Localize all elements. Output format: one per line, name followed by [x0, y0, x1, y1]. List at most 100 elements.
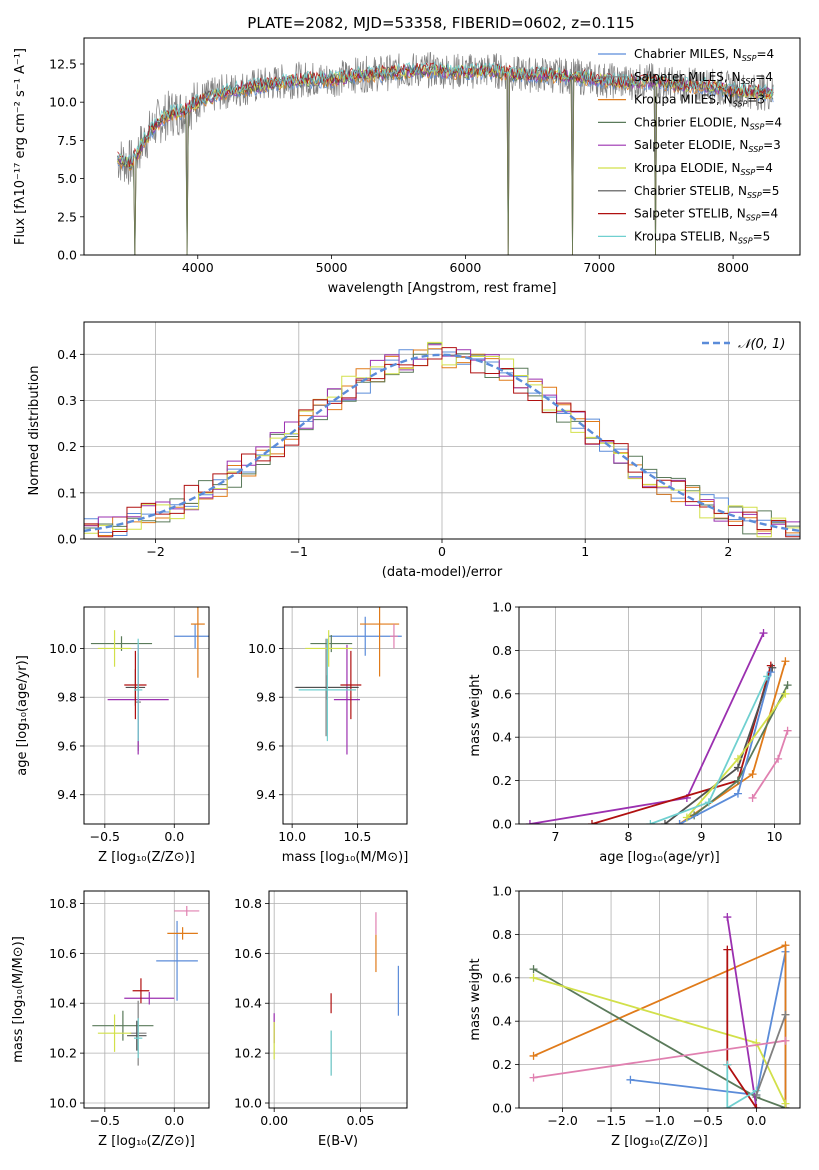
x-tick-label: 8000 — [717, 260, 749, 275]
axes-frame — [83, 321, 801, 540]
x-axis-label: E(B-V) — [318, 1134, 358, 1149]
axes-frame — [83, 890, 210, 1109]
weight-marker — [529, 1073, 538, 1082]
x-tick-label: −0.5 — [693, 1113, 723, 1128]
axes-mass_vs_Z: −0.5 0.0 10.0 10.2 10.4 10.6 10.8 Z [log₁₀(Z/Z⊙… — [11, 890, 210, 1149]
legend: Chabrier MILES, NSSP=4 Salpeter MILES, NS… — [598, 47, 782, 245]
y-tick-label: 5.0 — [57, 171, 77, 186]
y-tick-label: 0.8 — [492, 643, 512, 658]
y-tick-label: 10.8 — [234, 896, 262, 911]
y-tick-label: 0.6 — [492, 686, 512, 701]
legend: 𝒩(0, 1) — [702, 337, 785, 352]
y-tick-label: 0.0 — [492, 817, 512, 832]
y-tick-label: 9.4 — [256, 787, 276, 802]
x-tick-label: 8 — [625, 829, 633, 844]
axes-age_vs_mass: 10.0 10.5 9.4 9.6 9.8 10.0 mass [log₁₀(M/M⊙)] — [248, 606, 408, 865]
weight-line-salpeter_elodie — [529, 632, 765, 824]
x-tick-label: 0.0 — [164, 1113, 184, 1128]
weight-marker — [781, 657, 790, 666]
legend-entry: Salpeter ELODIE, NSSP=3 — [634, 138, 781, 154]
x-tick-label: 2 — [724, 544, 732, 559]
y-axis-label: age [log₁₀(age/yr)] — [15, 655, 30, 776]
weight-marker — [752, 1104, 761, 1108]
legend-entry: Kroupa MILES, NSSP=3 — [634, 93, 765, 109]
y-tick-label: 10.4 — [49, 996, 77, 1011]
observed-spectrum — [117, 51, 774, 255]
x-axis-label: Z [log₁₀(Z/Z⊙)] — [98, 1134, 195, 1149]
weight-line-kroupa_stelib — [726, 1064, 757, 1108]
legend-entry: Chabrier MILES, NSSP=4 — [634, 47, 774, 63]
weight-marker — [733, 789, 742, 798]
figure-title: PLATE=2082, MJD=53358, FIBERID=0602, z=0… — [247, 14, 634, 32]
x-tick-label: 10 — [767, 829, 783, 844]
legend-entry: Salpeter STELIB, NSSP=4 — [634, 207, 778, 223]
weight-marker — [723, 945, 732, 954]
x-tick-label: 1 — [581, 544, 589, 559]
y-tick-label: 0.4 — [492, 730, 512, 745]
axes-spectrum: 4000 5000 6000 7000 8000 0.0 2.5 5.0 7.5 10.0 12.5… — [13, 37, 801, 296]
x-tick-label: 0.0 — [746, 1113, 766, 1128]
axes-frame — [83, 606, 210, 825]
legend-entry: Salpeter MILES, NSSP=4 — [634, 70, 773, 86]
x-tick-label: −0.5 — [90, 1113, 120, 1128]
x-tick-label: 0 — [438, 544, 446, 559]
y-tick-label: 0.0 — [57, 248, 77, 263]
y-tick-label: 10.8 — [49, 896, 77, 911]
axes-frame — [268, 890, 408, 1109]
weight-marker — [781, 689, 790, 698]
weight-marker — [529, 1051, 538, 1060]
weight-marker — [646, 820, 655, 824]
axes-frame — [83, 37, 801, 256]
x-tick-label: 5000 — [316, 260, 348, 275]
y-tick-label: 10.0 — [234, 1096, 262, 1111]
y-tick-label: 10.2 — [49, 1046, 77, 1061]
weight-marker — [783, 726, 792, 735]
y-tick-label: 10.2 — [234, 1046, 262, 1061]
x-tick-label: 10.5 — [343, 829, 371, 844]
weight-marker — [525, 820, 534, 824]
x-tick-label: −2 — [146, 544, 164, 559]
weight-marker — [682, 813, 691, 822]
axes-frame — [518, 890, 801, 1109]
weight-line-salpeter_stelib — [591, 665, 772, 824]
histogram-salpeter_stelib — [84, 347, 800, 538]
weight-marker — [733, 763, 742, 772]
plot-area — [529, 913, 790, 1108]
x-axis-label: (data-model)/error — [382, 565, 503, 580]
y-tick-label: 10.0 — [49, 95, 77, 110]
x-tick-label: −2.0 — [547, 1113, 577, 1128]
weight-marker — [752, 1090, 761, 1099]
y-axis-label: Flux [fλ10⁻¹⁷ erg cm⁻² s⁻¹ A⁻¹] — [13, 48, 28, 245]
x-axis-label: age [log₁₀(age/yr)] — [599, 850, 720, 865]
weight-marker — [723, 1104, 732, 1108]
axes-weight_vs_age: 7 8 9 10 0.0 0.2 0.4 0.6 0.8 1.0 age [log₁₀(age/yr… — [468, 600, 801, 865]
y-tick-label: 0.2 — [57, 439, 77, 454]
weight-line-pink — [533, 1039, 786, 1079]
y-tick-label: 9.8 — [256, 690, 276, 705]
axes-age_vs_Z: −0.5 0.0 9.4 9.6 9.8 10.0 Z [log₁₀(Z/Z⊙)] age [… — [15, 606, 210, 865]
legend-entry: Chabrier ELODIE, NSSP=4 — [634, 115, 782, 131]
y-axis-label: mass weight — [468, 958, 483, 1040]
x-tick-label: 7000 — [583, 260, 615, 275]
y-axis-label: Normed distribution — [27, 366, 42, 496]
weight-line-salpeter_elodie — [726, 916, 758, 1108]
weight-marker — [748, 770, 757, 779]
weight-marker — [723, 1060, 732, 1069]
y-tick-label: 1.0 — [492, 600, 512, 615]
weight-marker — [626, 1075, 635, 1084]
x-tick-label: 9 — [697, 829, 705, 844]
weight-marker — [768, 663, 777, 672]
weight-marker — [660, 820, 669, 824]
axes-frame — [282, 606, 408, 825]
y-tick-label: 0.1 — [57, 485, 77, 500]
legend-entry: Kroupa STELIB, NSSP=5 — [634, 229, 770, 245]
gaussian-curve — [84, 353, 800, 533]
y-tick-label: 0.0 — [492, 1101, 512, 1116]
y-axis-label: mass [log₁₀(M/M⊙)] — [11, 936, 26, 1063]
x-tick-label: 6000 — [450, 260, 482, 275]
y-tick-label: 9.4 — [57, 787, 77, 802]
weight-marker — [748, 793, 757, 802]
axes-residuals: −2 −1 0 1 2 0.0 0.1 0.2 0.3 0.4 (data-model)/error… — [27, 321, 801, 580]
model-spectrum-kroupa_stelib — [117, 61, 774, 166]
legend-entry: Kroupa ELODIE, NSSP=4 — [634, 161, 773, 177]
